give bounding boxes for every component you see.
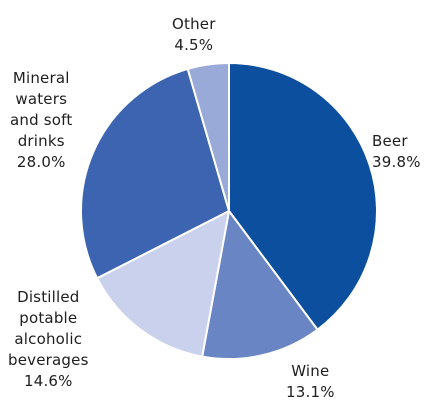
slice-label-other: Other 4.5% [172,14,216,56]
slice-label-mineral: Mineral waters and soft drinks 28.0% [10,68,72,173]
slice-label-distilled-line-3: alcoholic [14,330,83,348]
slice-label-mineral-line-2: waters [15,90,68,108]
slice-label-distilled-line-1: Distilled [17,288,80,306]
pie-slice-wine [201,210,319,360]
slice-value-other: 4.5% [174,36,214,54]
slice-label-other-line-1: Other [172,15,216,33]
slice-label-beer-line-1: Beer [372,132,408,150]
slice-label-beer: Beer 39.8% [372,131,421,173]
slice-value-distilled: 14.6% [23,372,73,390]
pie-slice-mineral [80,67,230,280]
slice-value-beer: 39.8% [372,153,421,171]
slice-label-wine: Wine 13.1% [286,361,335,403]
slice-label-distilled-line-2: potable [19,309,78,327]
slice-label-mineral-line-1: Mineral [12,69,70,87]
slice-value-wine: 13.1% [286,383,335,401]
slice-label-mineral-line-3: and soft [10,111,73,129]
pie-slice-distilled [96,210,230,358]
slice-label-distilled: Distilled potable alcoholic beverages 14… [8,287,89,392]
slice-label-wine-line-1: Wine [291,362,330,380]
pie-slice-beer [228,62,378,331]
slice-label-distilled-line-4: beverages [8,351,89,369]
slice-value-mineral: 28.0% [16,153,66,171]
pie-slice-other [186,62,230,212]
slice-label-mineral-line-4: drinks [17,132,65,150]
